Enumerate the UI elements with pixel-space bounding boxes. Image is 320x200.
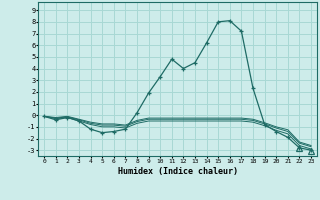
X-axis label: Humidex (Indice chaleur): Humidex (Indice chaleur) bbox=[118, 167, 238, 176]
